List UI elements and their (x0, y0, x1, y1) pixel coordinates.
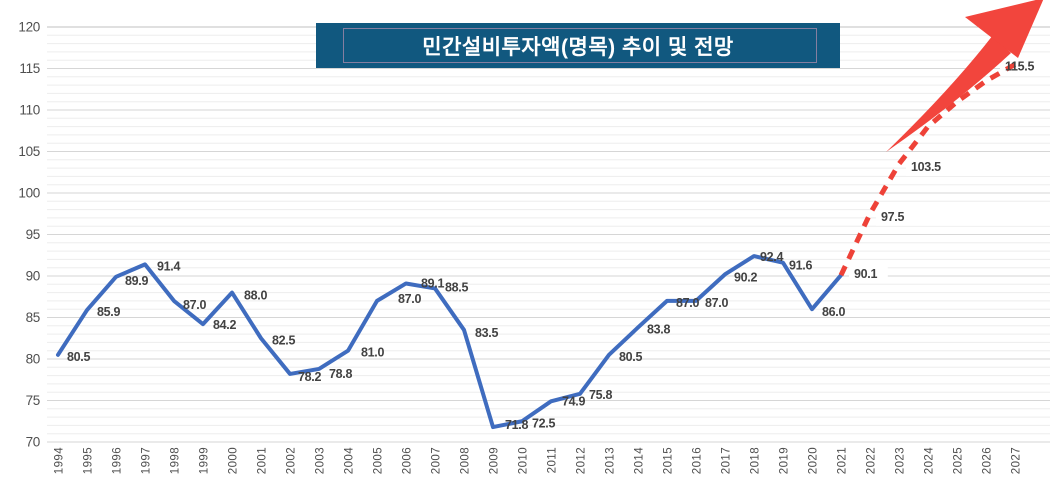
x-tick-2013: 2013 (605, 447, 617, 474)
x-tick-2019: 2019 (779, 447, 791, 474)
x-tick-2018: 2018 (750, 447, 762, 474)
y-tick-75: 75 (26, 393, 40, 408)
x-tick-2014: 2014 (634, 447, 646, 474)
data-label-2004: 81.0 (361, 346, 384, 360)
y-tick-80: 80 (26, 352, 40, 367)
x-tick-2027: 2027 (1011, 447, 1023, 474)
data-label-1998: 87.0 (183, 298, 206, 312)
x-tick-1994: 1994 (54, 447, 66, 474)
data-label-2006: 89.1 (421, 276, 444, 290)
x-tick-2012: 2012 (576, 447, 588, 474)
data-label-2019: 91.6 (789, 259, 812, 273)
historical-line (56, 254, 843, 430)
y-tick-100: 100 (18, 186, 40, 201)
x-tick-2021: 2021 (837, 447, 849, 474)
y-tick-115: 115 (19, 61, 40, 76)
x-tick-2022: 2022 (866, 447, 878, 474)
x-tick-2005: 2005 (373, 447, 385, 474)
x-tick-2002: 2002 (286, 447, 298, 474)
x-tick-2000: 2000 (228, 447, 240, 474)
x-tick-2001: 2001 (257, 447, 269, 474)
data-label-2011: 74.9 (562, 394, 585, 408)
x-tick-2020: 2020 (808, 447, 820, 474)
x-tick-2011: 2011 (547, 447, 559, 473)
data-label-2018: 92.4 (760, 250, 783, 264)
data-label-2015: 87.0 (676, 296, 699, 310)
y-tick-95: 95 (26, 227, 40, 242)
y-tick-105: 105 (18, 144, 40, 159)
data-label-1997: 91.4 (157, 259, 180, 273)
x-tick-2010: 2010 (518, 447, 530, 474)
label-patches (849, 54, 1050, 284)
data-labels: 80.5 85.9 89.9 91.4 87.0 84.2 88.0 82.5 78.2 78.8… (67, 59, 1035, 432)
x-tick-1998: 1998 (170, 447, 182, 474)
x-tick-2017: 2017 (721, 447, 733, 474)
y-tick-110: 110 (19, 103, 40, 118)
data-label-2016: 87.0 (705, 296, 728, 310)
data-label-2003: 78.8 (329, 367, 352, 381)
x-tick-1999: 1999 (199, 447, 211, 474)
x-tick-2008: 2008 (460, 447, 472, 474)
data-label-2005: 87.0 (398, 292, 421, 306)
data-label-2017: 90.2 (734, 270, 757, 284)
data-label-2020: 86.0 (822, 305, 845, 319)
data-label-2001: 82.5 (272, 333, 295, 347)
x-tick-2004: 2004 (344, 447, 356, 474)
chart-title: 민간설비투자액(명목) 추이 및 전망 (422, 35, 734, 59)
x-tick-2003: 2003 (315, 447, 327, 474)
y-tick-120: 120 (18, 20, 40, 35)
trend-arrow-icon (886, 0, 1044, 152)
x-tick-2025: 2025 (953, 447, 965, 474)
x-tick-1995: 1995 (83, 447, 95, 474)
x-tick-2026: 2026 (982, 447, 994, 474)
x-tick-2024: 2024 (924, 447, 936, 474)
x-axis-labels: 1994 1995 1996 1997 1998 1999 2000 2001 2002 2003… (54, 447, 1023, 474)
data-label-2014: 83.8 (647, 322, 670, 336)
x-tick-2015: 2015 (663, 447, 675, 474)
y-axis-labels: 70 75 80 85 90 95 100 105 110 115 120 (18, 20, 40, 450)
data-label-2010: 72.5 (532, 416, 555, 430)
data-label-2021: 90.1 (854, 267, 877, 281)
x-tick-2006: 2006 (402, 447, 414, 474)
data-label-2009: 71.8 (505, 418, 528, 432)
data-label-1999: 84.2 (213, 318, 236, 332)
x-tick-1997: 1997 (141, 447, 153, 474)
data-label-2012: 75.8 (589, 388, 612, 402)
chart-title-box: 민간설비투자액(명목) 추이 및 전망 (316, 23, 840, 68)
data-label-2013: 80.5 (619, 350, 642, 364)
data-label-1994: 80.5 (67, 350, 90, 364)
data-label-1996: 89.9 (125, 274, 148, 288)
chart-title-inner-border (343, 28, 817, 63)
y-tick-90: 90 (26, 269, 40, 284)
data-label-2008: 83.5 (475, 326, 498, 340)
y-tick-85: 85 (26, 310, 40, 325)
data-label-2027: 115.5 (1005, 59, 1034, 73)
y-tick-70: 70 (26, 435, 40, 450)
data-label-2023: 103.5 (911, 160, 941, 174)
x-tick-1996: 1996 (112, 447, 124, 474)
x-tick-2016: 2016 (692, 447, 704, 474)
data-label-1995: 85.9 (97, 305, 120, 319)
gridlines (47, 26, 1050, 443)
data-label-2022: 97.5 (881, 210, 904, 224)
data-label-2000: 88.0 (244, 289, 267, 303)
x-tick-2023: 2023 (895, 447, 907, 474)
x-tick-2007: 2007 (431, 447, 443, 474)
x-tick-2009: 2009 (489, 447, 501, 474)
data-label-2002: 78.2 (298, 370, 321, 384)
data-label-2007: 88.5 (445, 280, 468, 294)
